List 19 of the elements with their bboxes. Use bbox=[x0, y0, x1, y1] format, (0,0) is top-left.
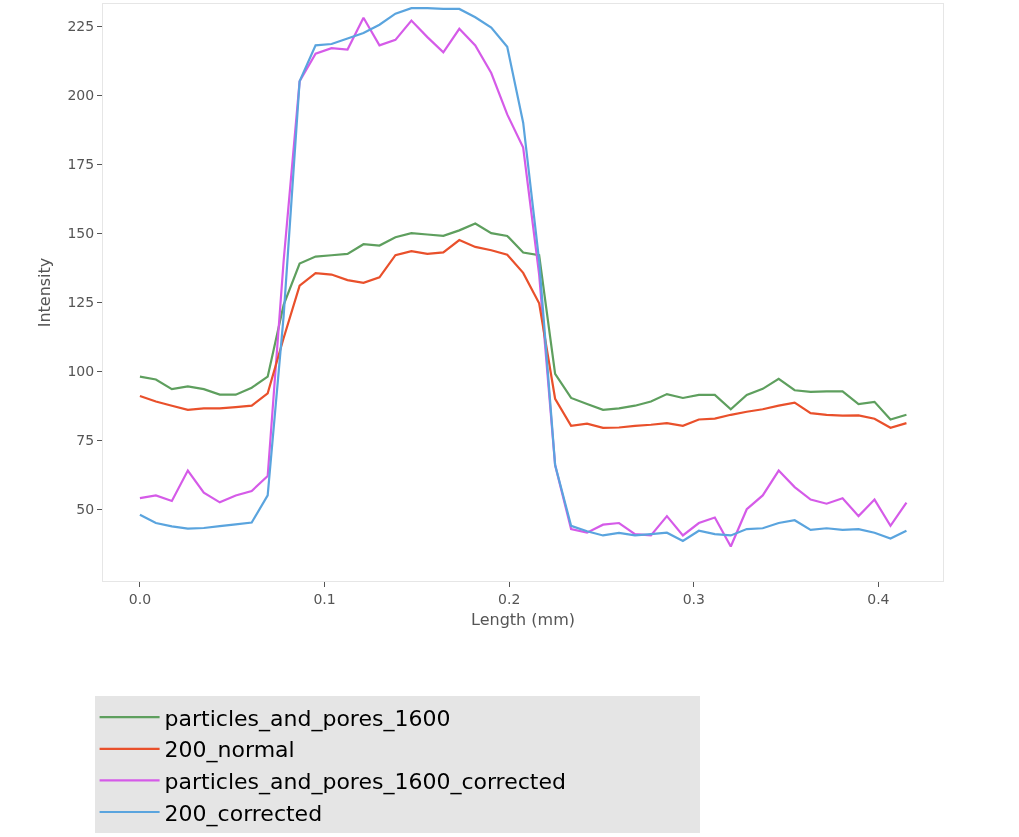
x-tick-label: 0.0 bbox=[128, 590, 152, 607]
y-tick-label: 175 bbox=[67, 156, 95, 173]
x-tick-label: 0.3 bbox=[682, 590, 705, 607]
legend-label: 200_normal bbox=[164, 737, 295, 764]
y-tick-label: 200 bbox=[67, 87, 95, 104]
y-tick-label: 125 bbox=[67, 294, 95, 311]
y-axis-title: Intensity bbox=[35, 257, 55, 328]
x-tick-label: 0.1 bbox=[313, 590, 336, 607]
y-tick-label: 75 bbox=[76, 432, 95, 449]
legend-label: particles_and_pores_1600 bbox=[164, 705, 451, 732]
x-tick-label: 0.2 bbox=[498, 590, 521, 607]
y-tick-label: 225 bbox=[67, 17, 95, 34]
x-axis-title: Length (mm) bbox=[471, 610, 575, 630]
y-tick-label: 50 bbox=[76, 501, 95, 518]
y-tick-label: 100 bbox=[67, 363, 95, 380]
legend-label: 200_corrected bbox=[164, 800, 323, 827]
legend-label: particles_and_pores_1600_corrected bbox=[164, 768, 566, 795]
y-tick-label: 150 bbox=[67, 225, 95, 242]
x-tick-label: 0.4 bbox=[867, 590, 890, 607]
